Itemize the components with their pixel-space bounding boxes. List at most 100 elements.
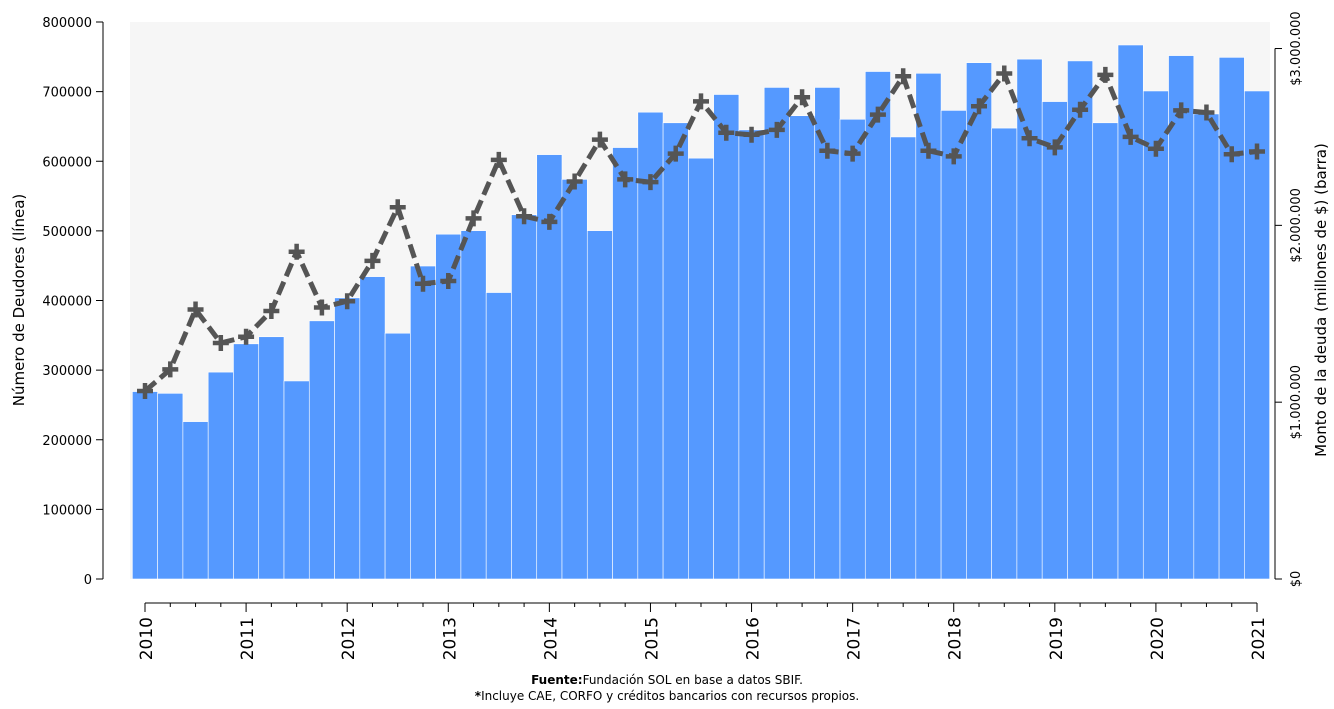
x-tick-label: 2017 <box>845 617 865 660</box>
bar <box>991 127 1018 580</box>
line-marker <box>1223 146 1240 163</box>
line-marker <box>642 174 659 191</box>
x-tick-label: 2020 <box>1148 617 1168 660</box>
x-tick-label: 2015 <box>642 617 662 660</box>
line-marker <box>895 68 912 85</box>
line-marker <box>1147 140 1164 157</box>
line-marker <box>541 213 558 230</box>
bar <box>157 393 184 580</box>
line-marker <box>1249 143 1265 160</box>
bar <box>966 62 992 580</box>
bar <box>132 391 158 580</box>
note-text: Incluye CAE, CORFO y créditos bancarios … <box>481 689 859 703</box>
line-marker <box>187 301 204 318</box>
bar <box>688 157 714 580</box>
line-marker <box>1173 102 1190 119</box>
y2-tick-label: $1.000.000 <box>1289 365 1304 439</box>
line-marker <box>617 171 634 188</box>
line-marker <box>263 302 280 319</box>
x-tick-label: 2013 <box>440 617 460 660</box>
bar <box>1041 101 1068 580</box>
line-marker <box>162 361 179 378</box>
bar <box>334 297 361 580</box>
bar <box>1193 113 1220 580</box>
x-tick-label: 2016 <box>744 617 764 660</box>
y2-tick-label: $0 <box>1289 571 1304 588</box>
line-marker <box>415 275 431 292</box>
line-marker <box>869 106 886 123</box>
line-marker <box>945 148 962 165</box>
bar <box>410 265 436 580</box>
line-marker <box>516 208 533 225</box>
y-tick-label: 600000 <box>42 155 92 170</box>
bar <box>308 320 335 580</box>
bar <box>561 179 588 580</box>
bar <box>1142 90 1169 580</box>
bar <box>789 115 816 580</box>
x-tick-label: 2019 <box>1047 617 1067 660</box>
bar <box>1117 44 1144 580</box>
line-marker <box>1046 139 1063 156</box>
bar <box>662 122 689 580</box>
line-marker <box>137 383 153 400</box>
source-text: Fundación SOL en base a datos SBIF. <box>583 673 803 687</box>
line-marker <box>718 124 735 141</box>
line-marker <box>364 252 381 269</box>
line-marker <box>1097 66 1114 83</box>
x-tick-label: 2014 <box>541 617 561 660</box>
y-tick-label: 800000 <box>42 16 92 31</box>
note: *Incluye CAE, CORFO y créditos bancarios… <box>475 689 859 703</box>
line-marker <box>339 293 356 310</box>
bar <box>738 129 765 580</box>
source-label: Fuente: <box>531 673 583 687</box>
y-tick-label: 0 <box>84 573 92 588</box>
line-marker <box>819 142 836 159</box>
bar <box>182 421 209 580</box>
bar <box>359 276 386 580</box>
line-marker <box>490 151 507 168</box>
note-mark: * <box>475 689 482 703</box>
line-marker <box>743 126 760 143</box>
bar <box>258 336 285 580</box>
y-axis-label: Número de Deudores (línea) <box>10 194 28 406</box>
bar <box>814 87 841 580</box>
line-marker <box>238 328 255 345</box>
bar <box>839 118 866 580</box>
line-marker <box>768 121 785 138</box>
y-tick-label: 100000 <box>42 503 92 518</box>
y-tick-label: 400000 <box>42 295 92 310</box>
bar <box>435 233 462 580</box>
line-marker <box>1072 101 1089 118</box>
y-tick-label: 500000 <box>42 225 92 240</box>
bar <box>384 332 411 580</box>
bar <box>1092 122 1119 580</box>
line-marker <box>313 299 330 316</box>
x-tick-label: 2021 <box>1249 617 1269 660</box>
line-marker <box>389 199 406 216</box>
line-marker <box>591 131 608 148</box>
line-marker <box>667 145 684 162</box>
line-marker <box>920 142 937 159</box>
y-tick-label: 200000 <box>42 434 92 449</box>
x-tick-label: 2010 <box>137 617 157 660</box>
bar <box>890 136 917 580</box>
y2-tick-label: $2.000.000 <box>1289 188 1304 262</box>
bar <box>612 147 639 580</box>
source: Fuente:Fundación SOL en base a datos SBI… <box>531 673 803 687</box>
line-marker <box>212 334 229 351</box>
x-tick-label: 2011 <box>238 617 258 660</box>
y-tick-label: 700000 <box>42 86 92 101</box>
bar <box>586 230 613 580</box>
y-tick-label: 300000 <box>42 364 92 379</box>
bar <box>233 343 260 580</box>
bar <box>283 380 310 580</box>
x-tick-label: 2018 <box>946 617 966 660</box>
bar <box>864 71 891 580</box>
line-marker <box>844 145 861 162</box>
line-marker <box>288 243 305 260</box>
bar <box>485 292 512 580</box>
bar <box>940 110 967 580</box>
bar <box>763 87 790 580</box>
line-marker <box>465 210 482 227</box>
